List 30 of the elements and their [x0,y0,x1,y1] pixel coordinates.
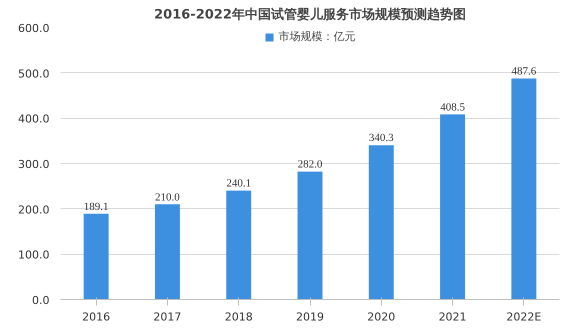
chart-title: 2016-2022年中国试管婴儿服务市场规模预测趋势图 [154,6,466,22]
data-label: 240.1 [226,178,252,190]
y-tick-label: 600.0 [18,22,50,35]
bar [154,204,180,300]
y-tick-label: 200.0 [18,203,50,216]
bar [440,114,466,300]
bar [226,190,252,300]
data-label: 210.0 [155,191,180,204]
bar [84,214,109,300]
x-tick-label: 2021 [438,310,467,324]
legend-label: 市场规模：亿元 [278,29,356,44]
y-tick-label: 400.0 [18,112,50,126]
x-tick-label: 2022E [506,310,542,324]
data-label: 487.6 [511,65,537,78]
data-label: 282.0 [298,158,323,171]
data-label: 340.3 [368,132,394,144]
bar [368,145,394,300]
x-tick-label: 2016 [82,310,110,324]
data-label: 189.1 [84,200,109,213]
x-tick-label: 2017 [153,310,182,324]
x-tick-label: 2020 [367,310,396,324]
y-tick-label: 300.0 [18,158,50,171]
data-label: 408.5 [440,101,466,114]
x-tick-label: 2019 [296,310,324,324]
bar [511,78,536,300]
y-tick-label: 100.0 [18,248,50,262]
y-tick-label: 500.0 [18,67,50,80]
x-tick-label: 2018 [224,310,253,324]
y-tick-label: 0.0 [32,294,50,307]
bar [298,172,322,300]
